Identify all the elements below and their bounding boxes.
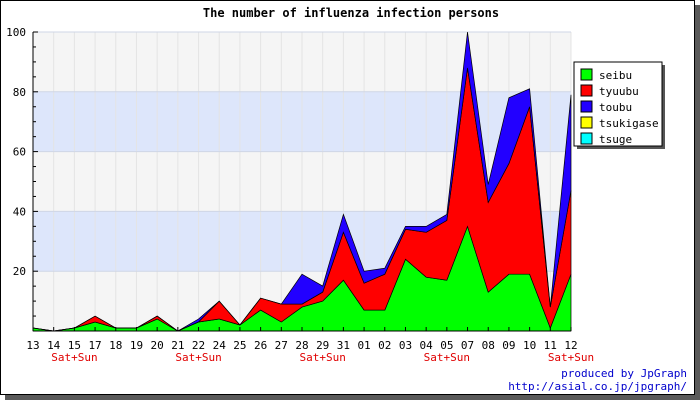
x-tick-label: 24: [213, 339, 227, 352]
x-tick-label: 18: [109, 339, 122, 352]
weekend-label: Sat+Sun: [424, 351, 470, 364]
influenza-chart: The number of influenza infection person…: [6, 6, 687, 393]
legend-swatch-tsukigase: [580, 116, 593, 129]
x-tick-label: 09: [502, 339, 515, 352]
x-tick-label: 03: [399, 339, 412, 352]
x-tick-label: 04: [420, 339, 434, 352]
x-tick-label: 20: [151, 339, 164, 352]
x-tick-label: 12: [564, 339, 577, 352]
legend-swatch-seibu: [580, 68, 593, 81]
legend-label-tsukigase: tsukigase: [599, 117, 659, 130]
legend-swatch-tyuubu: [580, 84, 593, 97]
credit-line-1: produced by JpGraph: [561, 367, 687, 380]
x-tick-label: 08: [482, 339, 495, 352]
x-tick-label: 10: [523, 339, 536, 352]
x-tick-label: 27: [275, 339, 288, 352]
x-tick-label: 21: [171, 339, 184, 352]
y-tick-label: 40: [13, 205, 26, 218]
x-tick-label: 13: [26, 339, 39, 352]
x-tick-label: 28: [295, 339, 308, 352]
area-series-toubu: [32, 31, 572, 332]
weekend-label: Sat+Sun: [51, 351, 97, 364]
x-tick-label: 05: [440, 339, 453, 352]
legend-swatch-tsuge: [580, 132, 593, 145]
x-tick-label: 25: [233, 339, 246, 352]
legend-label-toubu: toubu: [599, 101, 632, 114]
legend-label-seibu: seibu: [599, 69, 632, 82]
x-tick-label: 01: [357, 339, 370, 352]
weekend-label: Sat+Sun: [175, 351, 221, 364]
legend-label-tsuge: tsuge: [599, 133, 632, 146]
x-tick-label: 29: [316, 339, 329, 352]
x-tick-label: 22: [192, 339, 205, 352]
chart-title: The number of influenza infection person…: [203, 6, 499, 20]
y-tick-label: 20: [13, 265, 26, 278]
y-tick-label: 100: [6, 26, 26, 39]
x-tick-label: 07: [461, 339, 474, 352]
y-tick-label: 80: [13, 86, 26, 99]
credit-line-2: http://asial.co.jp/jpgraph/: [508, 380, 687, 393]
legend-label-tyuubu: tyuubu: [599, 85, 639, 98]
weekend-label: Sat+Sun: [548, 351, 594, 364]
weekend-label: Sat+Sun: [300, 351, 346, 364]
x-tick-label: 17: [88, 339, 101, 352]
legend-swatch-toubu: [580, 100, 593, 113]
x-tick-label: 31: [337, 339, 350, 352]
legend: seibu tyuubu toubu tsukigase tsuge: [573, 61, 665, 149]
x-tick-label: 11: [544, 339, 557, 352]
x-tick-label: 14: [47, 339, 61, 352]
x-tick-label: 19: [130, 339, 143, 352]
x-tick-label: 26: [254, 339, 267, 352]
x-tick-label: 15: [68, 339, 81, 352]
x-tick-label: 02: [378, 339, 391, 352]
y-tick-label: 60: [13, 146, 26, 159]
